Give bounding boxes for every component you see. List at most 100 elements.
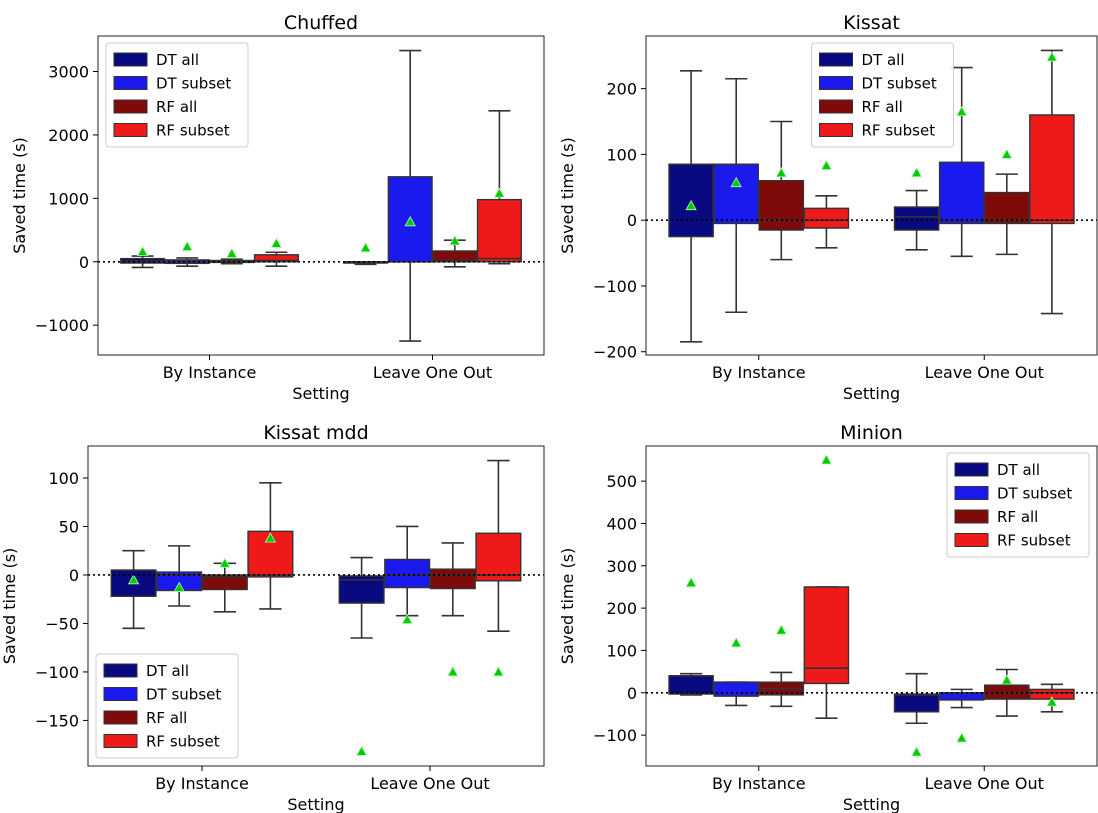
y-axis-label: Saved time (s) bbox=[0, 548, 19, 665]
box-rect bbox=[475, 532, 522, 582]
mean-marker bbox=[1001, 148, 1013, 159]
legend-label: DT subset bbox=[862, 75, 937, 93]
box-dt-all-1 bbox=[893, 166, 940, 251]
chart-panel-1: Kissat −200 −100 0 100 200 By Instance Leave On… bbox=[558, 12, 1098, 403]
y-axis-label: Saved time (s) bbox=[558, 137, 577, 254]
chart-title: Minion bbox=[840, 422, 903, 444]
mean-marker bbox=[270, 237, 283, 248]
legend-frame bbox=[946, 452, 1090, 558]
mean-marker bbox=[264, 532, 277, 543]
legend-label: RF subset bbox=[997, 532, 1071, 550]
mean-marker bbox=[219, 557, 231, 568]
y-tick-label: −200 bbox=[593, 343, 637, 362]
legend-frame bbox=[811, 42, 954, 148]
chart-panel-0: Chuffed −1000 0 1000 2000 3000 By Instance Leav… bbox=[10, 12, 545, 403]
legend-label: DT subset bbox=[156, 75, 231, 93]
y-tick-label: 0 bbox=[627, 211, 637, 230]
mean-marker bbox=[820, 454, 833, 465]
legend-label: DT all bbox=[156, 51, 199, 69]
mean-marker bbox=[730, 176, 742, 188]
box-rect bbox=[758, 180, 805, 231]
box-rf-all-0 bbox=[201, 557, 248, 613]
legend-swatch bbox=[103, 663, 138, 678]
box-rf-all-0 bbox=[209, 247, 255, 265]
y-tick-label: −100 bbox=[593, 726, 637, 745]
legend-swatch bbox=[113, 123, 148, 137]
x-axis-label: Setting bbox=[843, 384, 900, 403]
box-rf-all-1 bbox=[432, 235, 478, 268]
box-rf-subset-1 bbox=[475, 459, 522, 677]
y-tick-label: 300 bbox=[606, 557, 637, 576]
y-axis-label: Saved time (s) bbox=[10, 137, 29, 254]
box-rect bbox=[803, 586, 850, 685]
box-rf-all-1 bbox=[984, 668, 1030, 717]
mean-marker bbox=[1046, 696, 1058, 707]
legend: DT all DT subset RF all RF subset bbox=[811, 42, 954, 148]
legend-swatch bbox=[113, 76, 148, 90]
legend-swatch bbox=[954, 462, 989, 477]
legend-label: DT subset bbox=[146, 686, 221, 704]
axes-frame bbox=[645, 445, 1098, 767]
box-rect bbox=[668, 675, 714, 695]
box-dt-subset-0 bbox=[164, 240, 210, 268]
y-tick-label: 100 bbox=[606, 641, 637, 660]
box-rect bbox=[938, 692, 985, 701]
x-tick-label: By Instance bbox=[155, 774, 249, 793]
mean-marker bbox=[173, 581, 185, 592]
x-tick-label: By Instance bbox=[712, 363, 806, 382]
y-tick-label: 500 bbox=[606, 472, 637, 491]
mean-marker bbox=[181, 240, 193, 251]
legend-swatch bbox=[113, 52, 148, 67]
box-dt-all-1 bbox=[338, 556, 385, 756]
legend-swatch bbox=[819, 52, 853, 67]
mean-marker bbox=[685, 199, 697, 211]
legend-label: DT subset bbox=[997, 485, 1072, 503]
y-tick-label: −50 bbox=[45, 614, 79, 633]
legend-swatch bbox=[954, 486, 989, 500]
box-rf-subset-0 bbox=[253, 237, 299, 268]
mean-marker bbox=[493, 187, 506, 198]
box-rf-subset-1 bbox=[476, 110, 522, 265]
mean-marker bbox=[404, 215, 416, 227]
box-dt-all-0 bbox=[668, 70, 714, 343]
box-rect bbox=[984, 191, 1030, 225]
x-tick-label: Leave One Out bbox=[370, 774, 489, 793]
box-rect bbox=[1029, 114, 1075, 225]
legend-label: RF all bbox=[146, 709, 187, 727]
mean-marker bbox=[910, 166, 923, 178]
box-rect bbox=[476, 198, 522, 263]
y-tick-label: 0 bbox=[627, 684, 637, 703]
mean-marker bbox=[1001, 674, 1013, 685]
y-tick-label: 200 bbox=[606, 80, 637, 99]
y-tick-label: 400 bbox=[606, 514, 637, 533]
mean-marker bbox=[401, 613, 413, 624]
mean-marker bbox=[355, 745, 368, 756]
y-axis-label: Saved time (s) bbox=[558, 548, 577, 665]
box-rf-subset-0 bbox=[803, 454, 850, 719]
box-dt-all-0 bbox=[120, 245, 166, 269]
box-rect bbox=[713, 681, 759, 697]
legend-swatch bbox=[103, 734, 138, 748]
x-tick-label: Leave One Out bbox=[373, 363, 492, 382]
y-tick-label: 0 bbox=[79, 253, 89, 272]
axes-frame bbox=[97, 35, 545, 356]
legend-swatch bbox=[103, 687, 138, 701]
mean-marker bbox=[956, 732, 968, 743]
box-dt-subset-1 bbox=[938, 688, 985, 743]
legend: DT all DT subset RF all RF subset bbox=[946, 452, 1090, 558]
mean-marker bbox=[127, 573, 140, 585]
box-rect bbox=[253, 254, 299, 263]
mean-marker bbox=[685, 576, 697, 588]
mean-marker bbox=[820, 159, 833, 170]
legend-frame bbox=[105, 42, 249, 148]
mean-marker bbox=[775, 624, 787, 635]
box-rf-all-1 bbox=[984, 148, 1030, 256]
y-tick-label: −100 bbox=[593, 277, 637, 296]
axes-frame bbox=[645, 35, 1098, 356]
y-tick-label: 1000 bbox=[48, 189, 89, 208]
chart-title: Kissat bbox=[843, 12, 900, 34]
legend-label: RF subset bbox=[156, 122, 230, 140]
legend-label: DT all bbox=[997, 461, 1040, 479]
mean-marker bbox=[730, 637, 742, 648]
y-tick-label: −150 bbox=[35, 711, 79, 730]
